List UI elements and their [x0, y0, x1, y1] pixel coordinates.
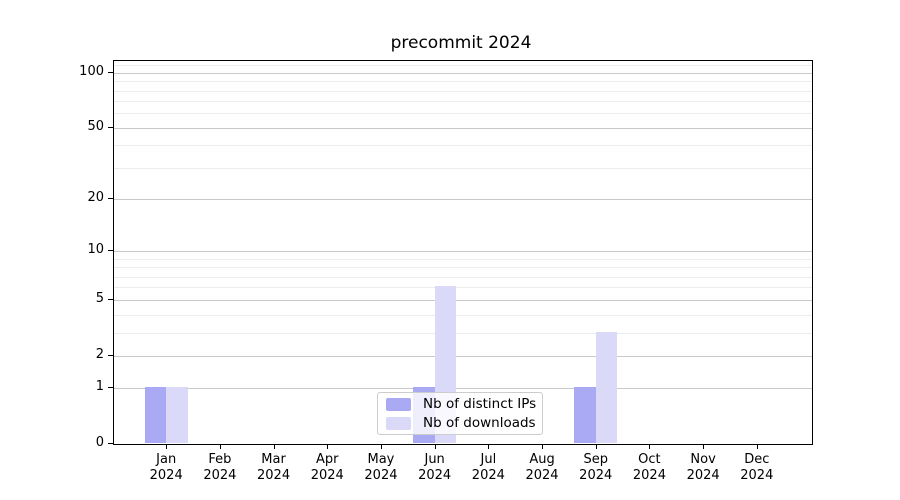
y-tick-mark	[107, 126, 113, 128]
x-tick-label: Oct 2024	[632, 452, 666, 483]
x-tick-label: Mar 2024	[257, 452, 291, 483]
chart-title: precommit 2024	[390, 33, 532, 53]
x-tick-label: Apr 2024	[310, 452, 344, 483]
major-gridline	[113, 299, 812, 301]
bar-downloads-jan	[166, 387, 188, 443]
x-tick-mark	[542, 444, 544, 449]
y-tick-mark	[107, 198, 113, 200]
minor-gridline	[113, 314, 812, 316]
plot-area	[112, 60, 813, 445]
bar-distinct-ips-jan	[144, 387, 167, 443]
y-tick-label: 1	[95, 379, 104, 395]
major-gridline	[113, 251, 812, 253]
major-gridline	[113, 199, 812, 201]
x-tick-mark	[327, 444, 329, 449]
minor-gridline	[113, 113, 812, 115]
minor-gridline	[113, 267, 812, 269]
minor-gridline	[113, 276, 812, 278]
y-tick-label: 2	[95, 346, 104, 362]
minor-gridline	[113, 287, 812, 289]
y-tick-label: 5	[95, 290, 104, 306]
y-tick-mark	[107, 387, 113, 389]
bars-layer	[114, 61, 812, 444]
x-tick-label: Dec 2024	[740, 452, 774, 483]
x-tick-label: Jan 2024	[149, 452, 183, 483]
bar-distinct-ips-sep	[574, 387, 596, 443]
minor-gridline	[113, 81, 812, 83]
y-tick-label: 0	[95, 435, 104, 450]
major-gridline	[113, 388, 812, 390]
x-tick-label: Feb 2024	[203, 452, 237, 483]
y-tick-label: 50	[87, 118, 104, 134]
major-gridline	[113, 127, 812, 129]
x-tick-label: Jul 2024	[471, 452, 505, 483]
x-tick-mark	[166, 444, 168, 449]
x-tick-label: Sep 2024	[579, 452, 613, 483]
y-tick-mark	[107, 298, 113, 300]
x-tick-label: Nov 2024	[686, 452, 720, 483]
minor-gridline	[113, 145, 812, 147]
minor-gridline	[113, 332, 812, 334]
y-tick-mark	[107, 443, 113, 444]
x-tick-mark	[595, 444, 597, 449]
minor-gridline	[113, 258, 812, 260]
x-tick-mark	[434, 444, 436, 449]
bar-downloads-sep	[595, 331, 618, 443]
x-tick-label: Jun 2024	[418, 452, 452, 483]
x-tick-label: Aug 2024	[525, 452, 559, 483]
legend-item-downloads: Nb of downloads	[386, 414, 536, 431]
x-tick-mark	[219, 444, 221, 449]
minor-gridline	[113, 101, 812, 103]
y-tick-label: 10	[87, 242, 104, 258]
major-gridline	[113, 72, 812, 74]
legend-swatch-distinct-ips	[386, 397, 411, 411]
y-tick-mark	[107, 250, 113, 252]
legend-label-downloads: Nb of downloads	[423, 414, 536, 431]
x-tick-label: May 2024	[364, 452, 398, 483]
y-tick-label: 20	[87, 190, 104, 206]
legend-item-distinct-ips: Nb of distinct IPs	[386, 395, 537, 412]
x-tick-mark	[703, 444, 705, 449]
legend-label-distinct-ips: Nb of distinct IPs	[423, 395, 537, 412]
major-gridline	[113, 355, 812, 357]
legend-swatch-downloads	[386, 416, 411, 430]
minor-gridline	[113, 90, 812, 92]
x-tick-mark	[273, 444, 275, 449]
y-tick-mark	[107, 71, 113, 73]
minor-gridline	[113, 167, 812, 169]
x-tick-mark	[488, 444, 490, 449]
x-tick-mark	[380, 444, 382, 449]
x-tick-mark	[649, 444, 651, 449]
gridlines-layer	[113, 61, 812, 444]
minor-gridline	[113, 65, 812, 67]
x-tick-mark	[756, 444, 758, 449]
y-tick-mark	[107, 354, 113, 356]
legend: Nb of distinct IPs Nb of downloads	[377, 392, 543, 435]
y-tick-label: 100	[79, 63, 104, 79]
